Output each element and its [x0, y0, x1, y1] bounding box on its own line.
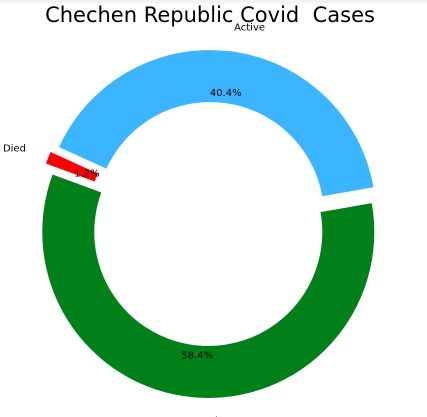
percent-label-active: 40.4% [210, 88, 242, 99]
percent-label-recovered: 58.4% [181, 350, 213, 361]
slice-active [59, 50, 374, 197]
category-label-died: Died [3, 144, 26, 155]
slice-died [45, 151, 98, 182]
category-label-active: Active [234, 23, 265, 34]
percent-label-died: 1.2% [74, 169, 99, 180]
chart-title: Chechen Republic Covid Cases [45, 3, 375, 27]
top-strip [0, 0, 427, 3]
slice-recovered [42, 174, 375, 398]
slices-group [42, 50, 375, 398]
